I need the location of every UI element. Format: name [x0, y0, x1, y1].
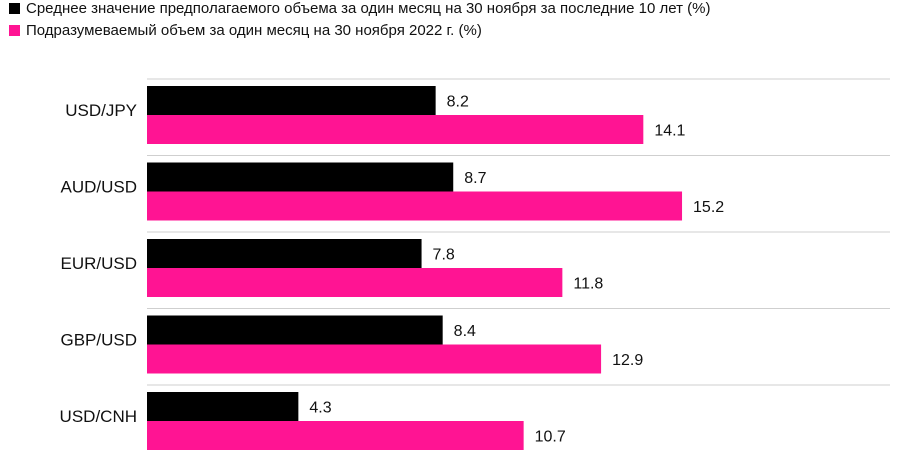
value-label-usd-jpy-series-1: 8.2 — [447, 94, 469, 111]
legend-item-10yr-average: Среднее значение предполагаемого объема … — [9, 0, 869, 18]
value-label-gbp-usd-series-2: 12.9 — [612, 352, 643, 369]
value-label-gbp-usd-series-1: 8.4 — [454, 323, 476, 340]
bar-usd-cnh-series-1 — [147, 392, 299, 421]
bar-eur-usd-series-2 — [147, 268, 563, 297]
legend-item-2022: Подразумеваемый объем за один месяц на 3… — [9, 22, 869, 40]
legend-swatch-black — [9, 3, 20, 14]
bar-gbp-usd-series-1 — [147, 315, 443, 345]
category-label-usd-jpy: USD/JPY — [65, 101, 137, 120]
value-label-aud-usd-series-2: 15.2 — [693, 199, 724, 216]
category-label-eur-usd: EUR/USD — [60, 254, 137, 273]
value-label-usd-cnh-series-1: 4.3 — [309, 400, 331, 417]
value-label-eur-usd-series-1: 7.8 — [433, 247, 455, 264]
value-label-eur-usd-series-2: 11.8 — [573, 276, 603, 293]
value-label-aud-usd-series-1: 8.7 — [464, 170, 486, 187]
category-label-usd-cnh: USD/CNH — [60, 407, 137, 426]
category-label-gbp-usd: GBP/USD — [60, 331, 137, 350]
legend: Среднее значение предполагаемого объема … — [9, 0, 869, 44]
bar-usd-cnh-series-2 — [147, 421, 524, 450]
bar-aud-usd-series-2 — [147, 191, 683, 221]
legend-label-10yr-average: Среднее значение предполагаемого объема … — [26, 0, 711, 17]
bar-eur-usd-series-1 — [147, 239, 422, 268]
bar-gbp-usd-series-2 — [147, 344, 602, 374]
legend-label-2022: Подразумеваемый объем за один месяц на 3… — [26, 22, 482, 39]
bar-aud-usd-series-1 — [147, 162, 454, 192]
bar-usd-jpy-series-2 — [147, 115, 644, 144]
bar-usd-jpy-series-1 — [147, 86, 436, 115]
value-label-usd-cnh-series-2: 10.7 — [535, 429, 566, 446]
category-label-aud-usd: AUD/USD — [60, 178, 137, 197]
legend-swatch-pink — [9, 25, 20, 36]
value-label-usd-jpy-series-2: 14.1 — [654, 123, 685, 140]
